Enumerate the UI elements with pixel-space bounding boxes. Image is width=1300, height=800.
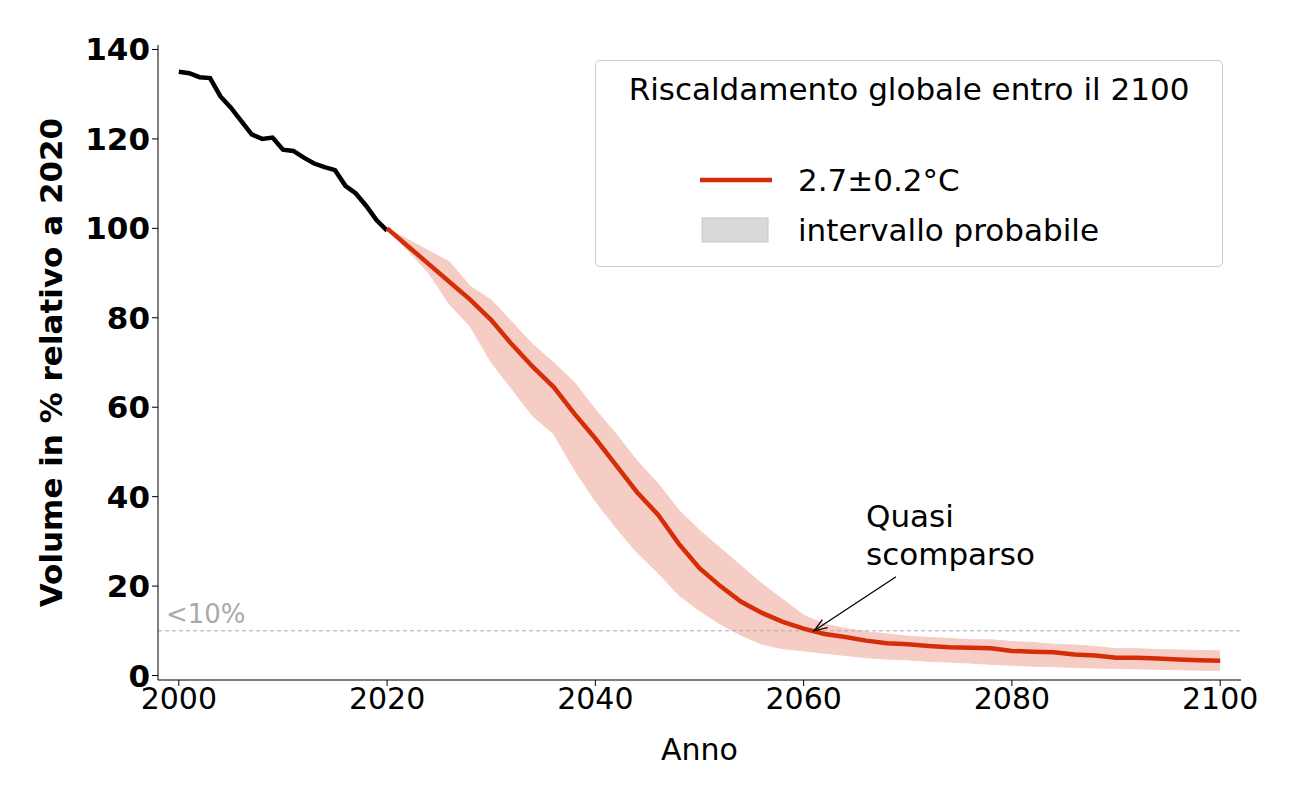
html-text:2.7±0.2°C: 2.7±0.2°C <box>798 162 960 198</box>
svg-text:2040: 2040 <box>557 681 633 716</box>
svg-text:120: 120 <box>85 121 150 157</box>
svg-text:2060: 2060 <box>765 681 841 716</box>
svg-text:0: 0 <box>128 658 150 694</box>
svg-text:scomparso: scomparso <box>866 536 1035 572</box>
svg-text:80: 80 <box>107 300 150 336</box>
svg-text:Quasi: Quasi <box>866 498 954 534</box>
svg-text:2100: 2100 <box>1182 681 1258 716</box>
svg-text:2020: 2020 <box>349 681 425 716</box>
html-text:Riscaldamento globale entro il: Riscaldamento globale entro il 2100 <box>628 71 1190 107</box>
svg-text:100: 100 <box>85 210 150 246</box>
svg-text:140: 140 <box>85 31 150 67</box>
svg-text:Anno: Anno <box>661 732 738 767</box>
svg-text:60: 60 <box>107 389 150 425</box>
svg-text:2000: 2000 <box>141 681 217 716</box>
svg-text:2080: 2080 <box>974 681 1050 716</box>
svg-text:20: 20 <box>107 568 150 604</box>
svg-text:<10%: <10% <box>166 599 246 629</box>
svg-text:Volume in % relativo a 2020: Volume in % relativo a 2020 <box>33 118 69 607</box>
html-text:intervallo probabile: intervallo probabile <box>798 212 1099 248</box>
svg-text:40: 40 <box>107 479 150 515</box>
